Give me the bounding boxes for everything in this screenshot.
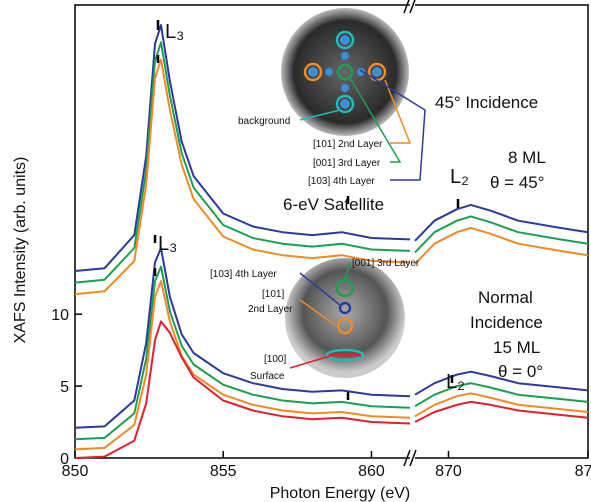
inset-45 [281,8,425,180]
annotation: 8 ML [508,148,546,167]
y-tick-label: 10 [51,307,69,324]
y-axis-label: XAFS Intensity (arb. units) [12,157,29,344]
x-tick-label: 875 [575,463,591,480]
axis-break [410,0,416,13]
annotation: L₃ [165,21,184,43]
annotation: L₃ [158,233,177,255]
annotation: Surface [250,371,285,382]
chart: 8508558608708750510 L₃ L₃ L₂ L₂ 6-eV Sat… [0,0,591,502]
annotation: L₂ [446,371,465,393]
annotation: [103] 4th Layer [308,176,375,187]
annotation: θ = 0° [498,362,543,381]
x-axis-label: Photon Energy (eV) [270,485,411,502]
annotation: [101] 2nd Layer [313,139,383,150]
annotation: 6-eV Satellite [283,195,384,214]
annotation: Incidence [470,313,543,332]
annotation: 15 ML [493,338,540,357]
annotation: [100] [264,354,286,365]
annotation: 45° Incidence [435,93,538,112]
x-tick-label: 870 [435,463,462,480]
x-tick-label: 855 [210,463,237,480]
annotation: [001] 3rd Layer [352,258,420,269]
annotation: background [238,116,290,127]
annotation: L₂ [450,166,469,188]
annotation: Normal [478,288,533,307]
annotation: θ = 45° [490,173,545,192]
inset-normal [285,258,405,378]
annotation: [001] 3rd Layer [313,158,381,169]
annotation: [101] [262,289,284,300]
x-tick-label: 860 [358,463,385,480]
y-tick-label: 0 [60,451,69,468]
y-tick-label: 5 [60,379,69,396]
annotation: [103] 4th Layer [210,269,277,280]
axis-break [404,0,410,13]
annotation: 2nd Layer [248,304,293,315]
